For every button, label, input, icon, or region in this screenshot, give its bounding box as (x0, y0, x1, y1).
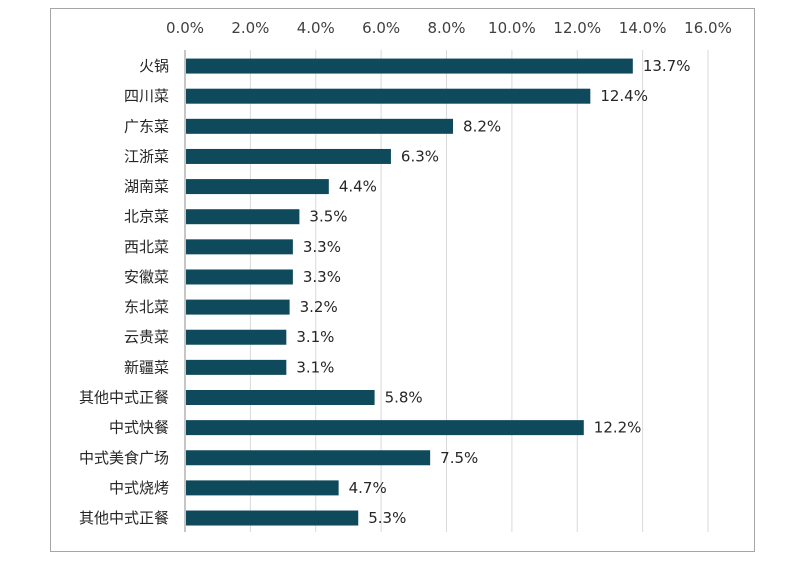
value-label: 6.3% (401, 147, 439, 165)
bar (186, 179, 329, 195)
category-label: 中式快餐 (109, 419, 169, 437)
category-label: 东北菜 (124, 298, 169, 316)
category-label: 中式美食广场 (79, 449, 169, 467)
bar (186, 510, 359, 526)
category-label: 四川菜 (124, 87, 169, 105)
bar (186, 239, 293, 255)
bar (186, 209, 300, 225)
value-label: 8.2% (463, 117, 501, 135)
category-label: 云贵菜 (124, 328, 169, 346)
value-label: 3.5% (309, 208, 347, 226)
category-label: 中式烧烤 (109, 479, 169, 497)
category-label: 北京菜 (124, 208, 169, 226)
value-label: 3.2% (300, 298, 338, 316)
x-tick-label: 4.0% (297, 19, 335, 37)
x-tick-label: 8.0% (427, 19, 465, 37)
category-label: 其他中式正餐 (79, 388, 169, 406)
x-tick-label: 16.0% (684, 19, 732, 37)
bar (186, 450, 431, 466)
value-label: 5.8% (385, 388, 423, 406)
category-label: 西北菜 (124, 238, 169, 256)
value-label: 12.4% (600, 87, 648, 105)
bar (186, 299, 290, 315)
value-label: 3.3% (303, 238, 341, 256)
value-label: 3.1% (296, 328, 334, 346)
x-tick-label: 6.0% (362, 19, 400, 37)
value-label: 4.7% (349, 479, 387, 497)
x-tick-label: 10.0% (488, 19, 536, 37)
category-label: 安徽菜 (124, 268, 169, 286)
category-label: 其他中式正餐 (79, 509, 169, 527)
value-label: 12.2% (594, 419, 642, 437)
category-label: 新疆菜 (124, 358, 169, 376)
value-label: 3.1% (296, 358, 334, 376)
category-label: 火锅 (139, 57, 169, 75)
category-label: 江浙菜 (124, 147, 169, 165)
value-label: 13.7% (643, 57, 691, 75)
bar (186, 148, 391, 164)
x-tick-label: 2.0% (231, 19, 269, 37)
value-label: 4.4% (339, 178, 377, 196)
bar (186, 329, 287, 345)
value-label: 7.5% (440, 449, 478, 467)
bar (186, 420, 584, 436)
x-tick-label: 12.0% (553, 19, 601, 37)
bar (186, 58, 633, 74)
category-label: 湖南菜 (124, 178, 169, 196)
bar (186, 389, 375, 405)
bar (186, 359, 287, 375)
x-tick-label: 14.0% (619, 19, 667, 37)
bar (186, 118, 454, 134)
x-tick-label: 0.0% (166, 19, 204, 37)
value-label: 3.3% (303, 268, 341, 286)
bar (186, 480, 339, 496)
category-label: 广东菜 (124, 117, 169, 135)
bar (186, 88, 591, 104)
value-label: 5.3% (368, 509, 406, 527)
bar (186, 269, 293, 285)
